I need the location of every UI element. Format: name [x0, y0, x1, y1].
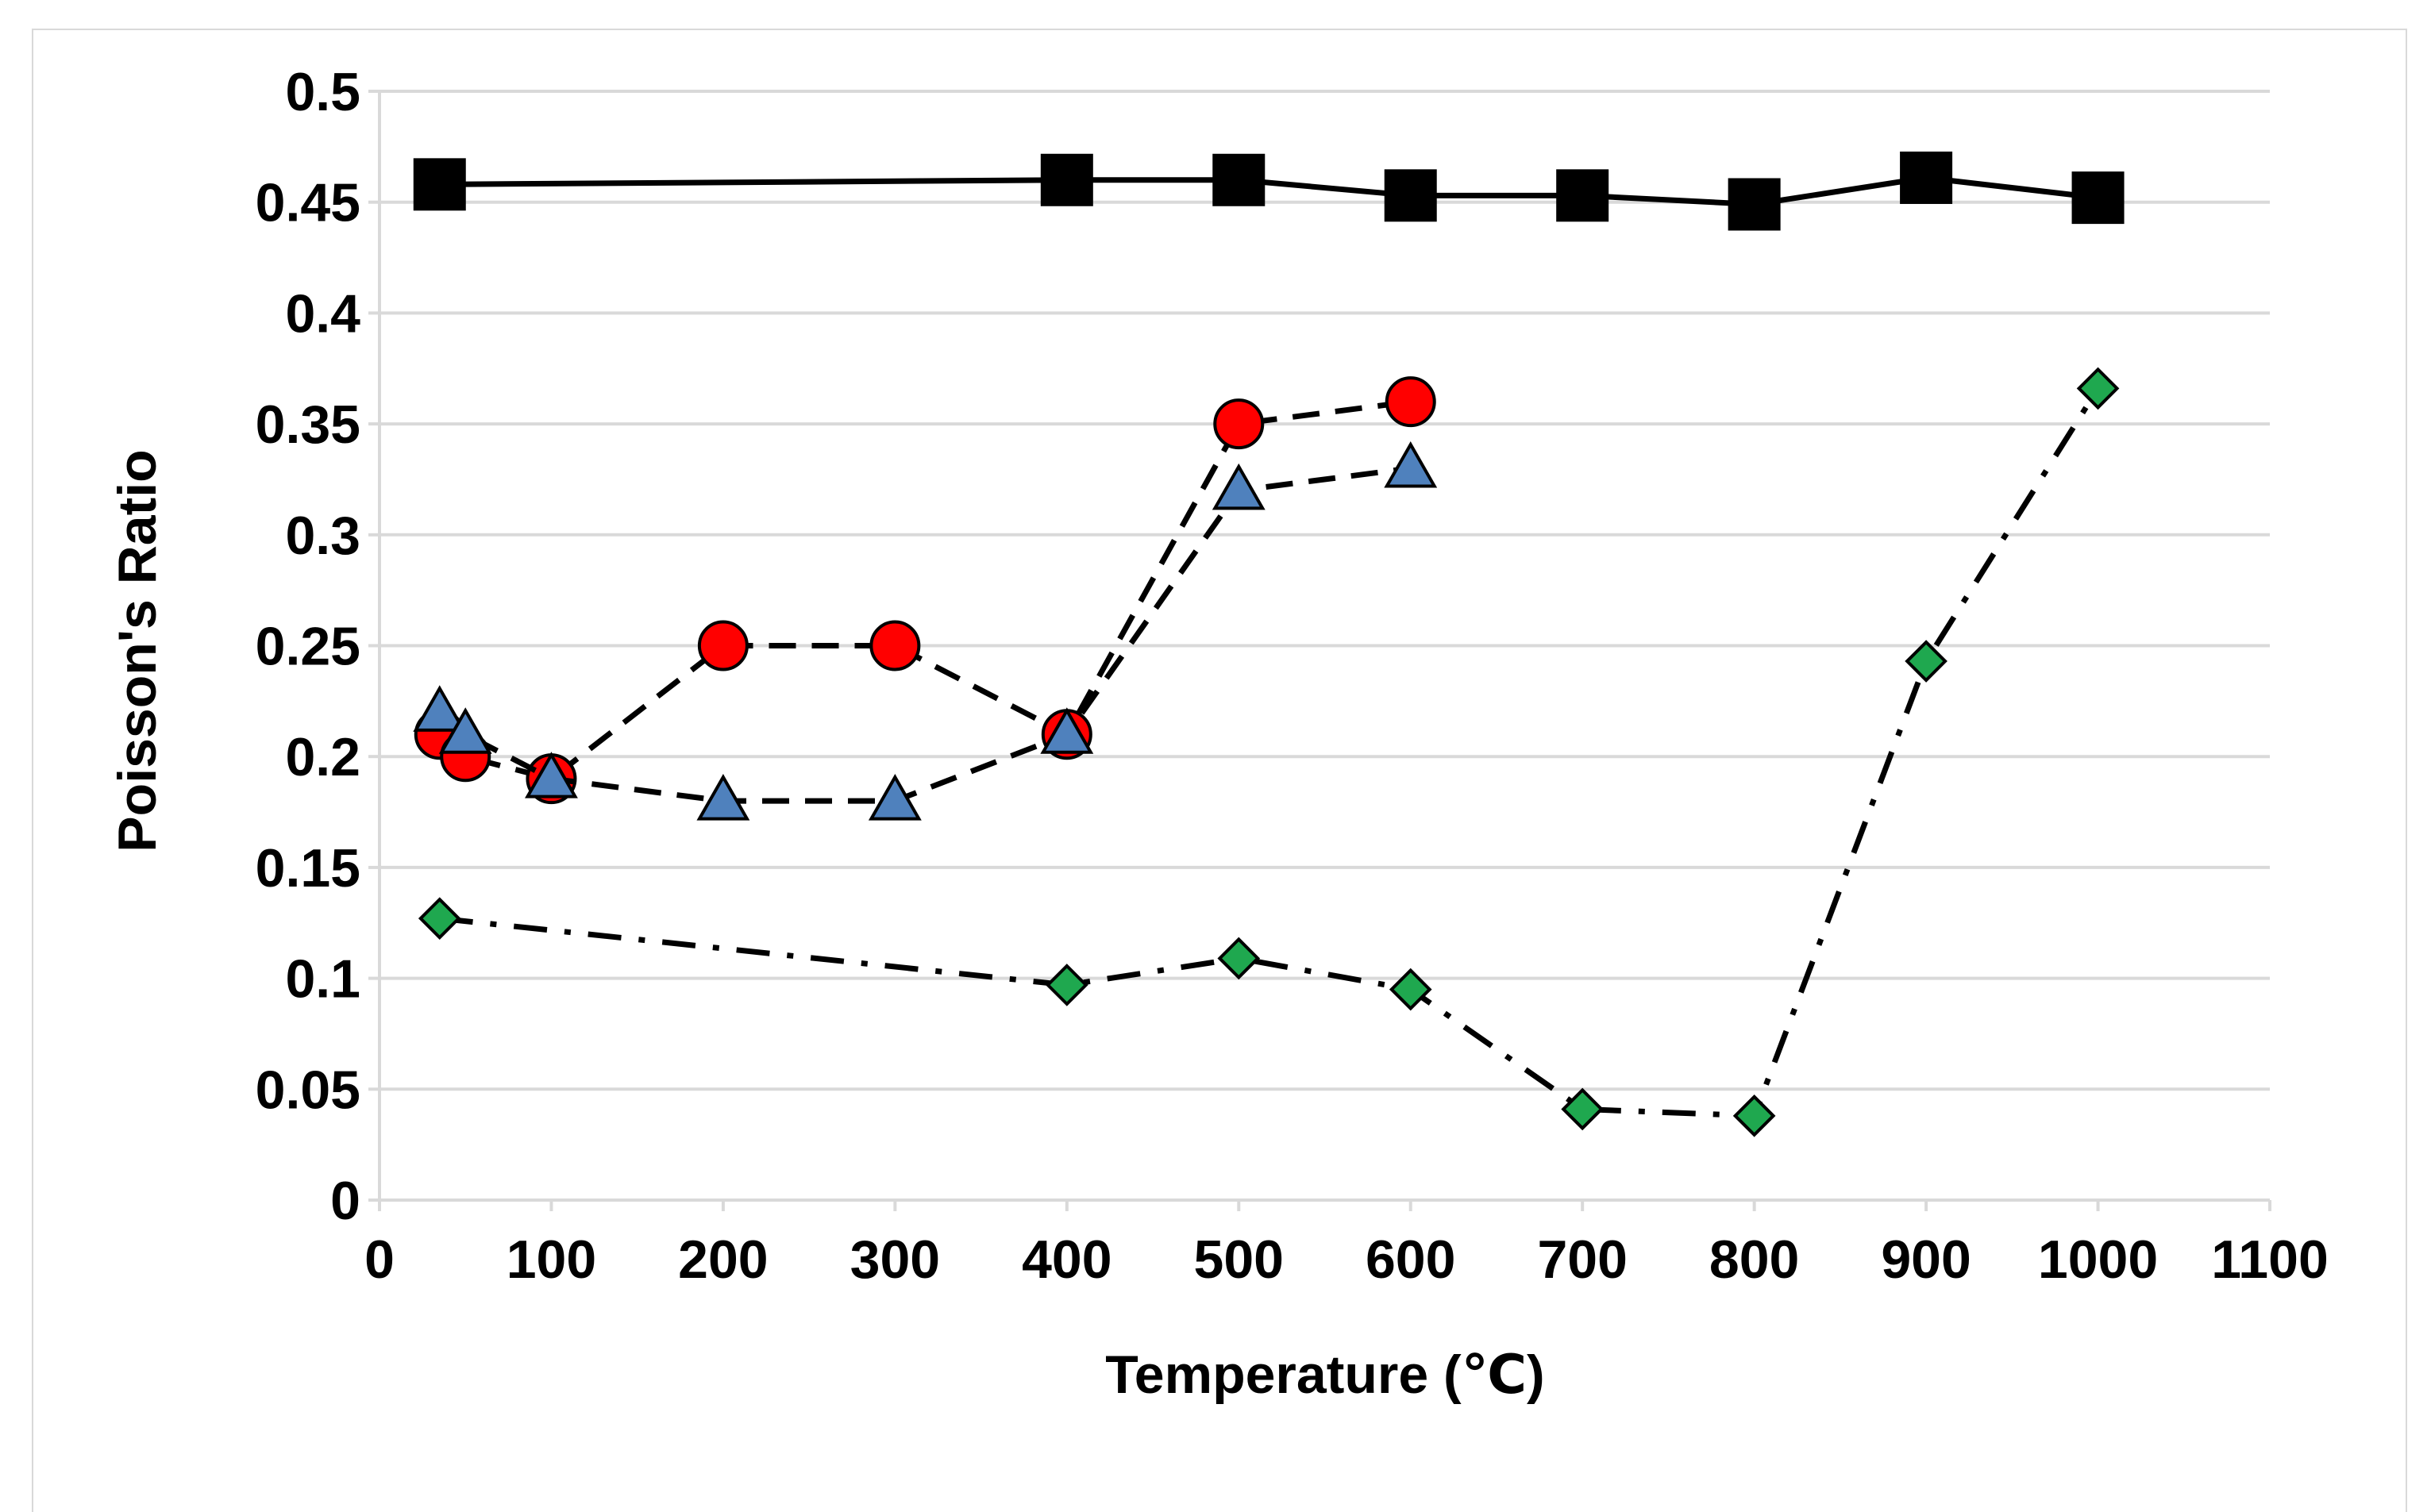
series-diamond — [418, 367, 2120, 1137]
y-tick-label: 0.25 — [256, 617, 360, 677]
series-layer — [413, 151, 2125, 1137]
data-point-square — [2071, 171, 2125, 225]
data-point-diamond — [1045, 964, 1088, 1006]
data-point-diamond — [418, 897, 461, 940]
data-point-diamond — [2076, 367, 2120, 410]
axis-layer — [368, 90, 2271, 1211]
x-tick-label: 1000 — [2038, 1229, 2158, 1290]
x-tick-label: 100 — [507, 1229, 596, 1290]
data-point-square — [413, 158, 466, 211]
y-axis-title: Poisson's Ratio — [107, 449, 168, 852]
x-tick-label: 400 — [1022, 1229, 1111, 1290]
y-tick-label: 0.5 — [285, 62, 360, 122]
series-line-triangle — [437, 465, 1412, 804]
y-tick-label: 0.4 — [285, 283, 360, 344]
series-line-square — [439, 175, 2098, 207]
x-tick-label: 700 — [1537, 1229, 1627, 1290]
data-point-circle — [1213, 398, 1265, 450]
y-tick-label: 0.3 — [285, 506, 360, 566]
data-point-circle — [697, 620, 749, 671]
series-square — [413, 151, 2125, 231]
series-line-circle — [437, 398, 1412, 782]
x-tick-label: 200 — [678, 1229, 768, 1290]
series-line-diamond — [439, 387, 2101, 1119]
data-point-diamond — [1561, 1087, 1605, 1131]
series-triangle — [413, 441, 1438, 821]
data-point-diamond — [1732, 1094, 1776, 1137]
y-tick-label: 0.15 — [256, 838, 360, 898]
data-point-circle — [1385, 376, 1436, 428]
x-axis-title: Temperature (℃) — [1105, 1345, 1544, 1405]
data-point-diamond — [1389, 968, 1432, 1011]
x-tick-label: 900 — [1881, 1229, 1971, 1290]
y-tick-label: 0.45 — [256, 173, 360, 233]
data-point-triangle — [1212, 463, 1266, 510]
x-tick-label: 600 — [1366, 1229, 1455, 1290]
x-tick-label: 1100 — [2211, 1229, 2329, 1290]
x-tick-label: 0 — [364, 1229, 395, 1290]
y-tick-label: 0.2 — [285, 727, 360, 787]
data-point-triangle — [868, 774, 922, 821]
y-tick-label: 0.35 — [256, 394, 360, 455]
x-tick-label: 500 — [1194, 1229, 1284, 1290]
chart-frame — [32, 29, 2407, 1512]
data-point-diamond — [1217, 937, 1261, 980]
series-circle — [414, 376, 1436, 805]
data-point-square — [1212, 153, 1266, 206]
grid-layer — [379, 90, 2270, 1091]
data-point-triangle — [438, 707, 492, 754]
data-point-square — [1556, 169, 1609, 222]
y-tick-label: 0 — [330, 1171, 360, 1231]
data-point-diamond — [1905, 640, 1947, 683]
data-point-triangle — [413, 685, 467, 732]
data-point-square — [1900, 151, 1953, 204]
y-tick-label: 0.1 — [285, 949, 360, 1010]
data-point-triangle — [525, 752, 578, 798]
data-point-triangle — [696, 774, 750, 821]
data-point-square — [1040, 153, 1093, 206]
x-tick-label: 800 — [1709, 1229, 1799, 1290]
data-point-square — [1728, 178, 1781, 231]
data-point-triangle — [1040, 707, 1094, 754]
x-tick-label: 300 — [850, 1229, 940, 1290]
data-point-triangle — [1384, 441, 1438, 488]
data-point-square — [1384, 169, 1437, 222]
y-tick-label: 0.05 — [256, 1060, 360, 1120]
data-point-circle — [869, 620, 921, 671]
tick-label-layer: 0 0.05 0.1 0.15 0.2 0.25 0.3 0.35 0.4 0.45 0.5 0 100… — [256, 62, 2329, 1290]
